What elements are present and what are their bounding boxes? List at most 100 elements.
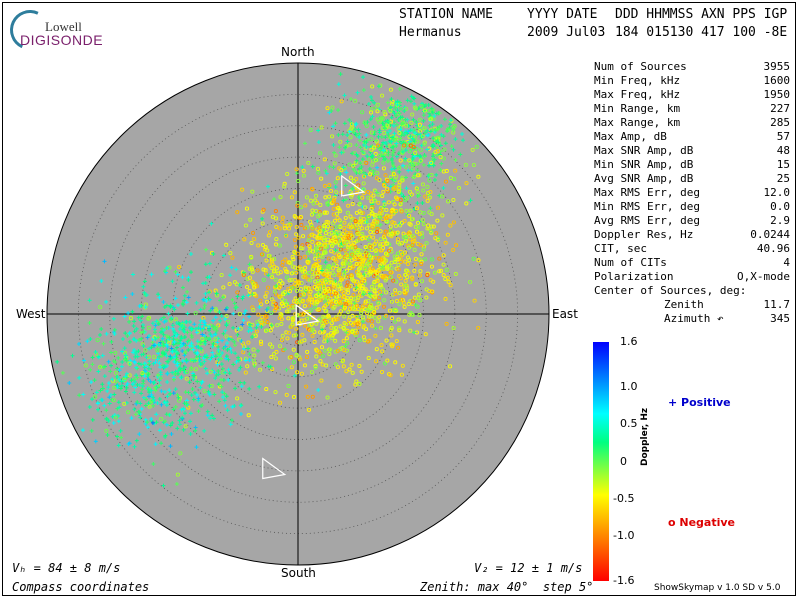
source-point — [310, 297, 315, 302]
source-point — [441, 253, 446, 258]
source-point — [188, 431, 193, 436]
source-point — [316, 307, 321, 312]
source-point — [295, 370, 300, 375]
source-point — [402, 250, 407, 255]
source-point — [210, 350, 215, 355]
source-point — [173, 330, 178, 335]
source-point — [246, 346, 251, 351]
source-point — [170, 323, 175, 328]
source-point — [376, 296, 381, 301]
source-point — [320, 268, 325, 273]
source-point — [153, 388, 158, 393]
source-point — [423, 130, 428, 135]
source-point — [412, 131, 417, 136]
source-point — [89, 428, 94, 433]
source-point — [135, 399, 140, 404]
source-point — [331, 326, 337, 331]
colorbar-tick: -1.0 — [613, 529, 635, 543]
source-point — [389, 102, 394, 107]
source-point — [303, 323, 308, 328]
source-point — [371, 125, 376, 130]
source-point — [413, 151, 418, 156]
source-point — [260, 360, 265, 365]
source-point — [304, 287, 309, 292]
source-point — [296, 280, 301, 285]
source-point — [476, 258, 481, 263]
source-point — [413, 135, 418, 140]
source-point — [422, 126, 427, 131]
source-point — [256, 312, 261, 317]
source-point — [122, 377, 127, 383]
source-point — [158, 365, 163, 370]
source-point — [291, 394, 297, 400]
source-point — [409, 192, 414, 197]
source-point — [230, 404, 235, 409]
source-point — [440, 194, 445, 199]
source-point — [408, 99, 413, 104]
source-point — [422, 140, 427, 145]
source-point — [125, 333, 130, 338]
source-point — [198, 307, 203, 312]
source-point — [372, 294, 377, 299]
source-point — [135, 375, 140, 380]
source-point — [317, 289, 323, 295]
source-point — [167, 412, 172, 417]
source-point — [346, 274, 351, 279]
source-point — [319, 176, 324, 181]
source-point — [349, 194, 354, 199]
source-point — [340, 359, 345, 364]
source-point — [310, 394, 315, 399]
source-point — [307, 312, 312, 317]
source-point — [338, 324, 343, 329]
source-point — [248, 217, 253, 222]
source-point — [107, 395, 112, 400]
stat-row-label: Avg SNR Amp, dB — [594, 172, 694, 185]
source-point — [359, 369, 364, 374]
source-point — [165, 400, 170, 405]
source-point — [319, 378, 324, 383]
source-point — [225, 341, 230, 346]
source-point — [354, 152, 359, 157]
source-point — [342, 348, 347, 353]
source-point — [357, 202, 362, 207]
source-point — [273, 277, 278, 282]
source-point — [247, 357, 252, 362]
source-point — [193, 367, 198, 372]
source-point — [95, 401, 100, 406]
source-point — [146, 366, 151, 371]
source-point — [144, 355, 149, 360]
source-point — [156, 321, 161, 326]
source-point — [238, 403, 243, 408]
source-point — [181, 427, 186, 432]
source-point — [443, 240, 448, 245]
source-point — [211, 324, 216, 329]
source-point — [360, 157, 365, 162]
source-point — [352, 301, 357, 306]
source-point — [131, 323, 136, 328]
source-point — [410, 166, 415, 171]
source-point — [141, 395, 146, 400]
source-point — [237, 337, 242, 342]
source-point — [361, 170, 366, 175]
source-point — [166, 311, 171, 316]
source-point — [349, 217, 354, 222]
source-point — [179, 324, 184, 329]
source-point — [334, 211, 340, 216]
source-point — [385, 241, 390, 246]
source-point — [196, 325, 201, 330]
source-point — [149, 392, 154, 397]
source-point — [313, 193, 319, 198]
source-point — [375, 165, 380, 170]
source-point — [378, 325, 384, 331]
source-point — [399, 372, 404, 377]
source-point — [418, 132, 423, 137]
source-point — [343, 248, 348, 253]
source-point — [342, 269, 347, 274]
source-point — [257, 384, 262, 389]
source-point — [220, 366, 225, 371]
source-point — [387, 119, 392, 124]
stat-row-value: 2.9 — [770, 214, 790, 227]
source-point — [381, 235, 387, 240]
source-point — [410, 216, 415, 222]
source-point — [165, 348, 170, 353]
